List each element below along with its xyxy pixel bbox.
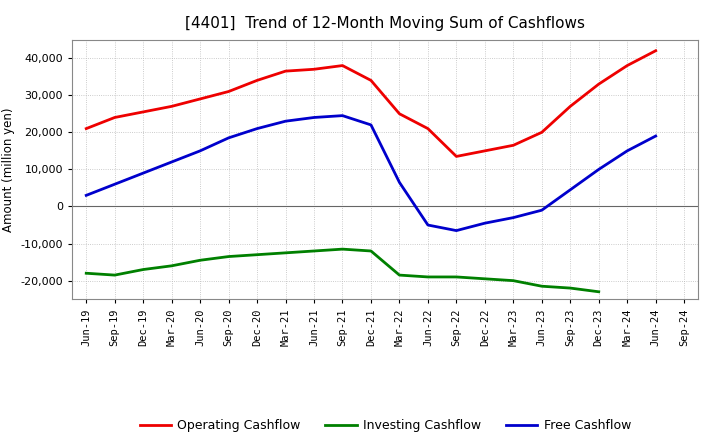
Investing Cashflow [452,274,461,279]
Investing Cashflow [395,272,404,278]
Operating Cashflow [595,81,603,87]
Investing Cashflow [167,263,176,268]
Operating Cashflow [423,126,432,131]
Free Cashflow [82,193,91,198]
Line: Free Cashflow: Free Cashflow [86,116,656,231]
Investing Cashflow [225,254,233,259]
Y-axis label: Amount (million yen): Amount (million yen) [1,107,15,231]
Operating Cashflow [82,126,91,131]
Free Cashflow [366,122,375,128]
Operating Cashflow [167,104,176,109]
Operating Cashflow [566,104,575,109]
Operating Cashflow [310,66,318,72]
Operating Cashflow [395,111,404,117]
Operating Cashflow [623,63,631,68]
Free Cashflow [595,167,603,172]
Operating Cashflow [110,115,119,120]
Investing Cashflow [139,267,148,272]
Operating Cashflow [509,143,518,148]
Operating Cashflow [537,130,546,135]
Operating Cashflow [196,96,204,102]
Free Cashflow [167,159,176,165]
Free Cashflow [566,187,575,192]
Free Cashflow [623,148,631,154]
Free Cashflow [139,170,148,176]
Investing Cashflow [82,271,91,276]
Investing Cashflow [338,246,347,252]
Line: Investing Cashflow: Investing Cashflow [86,249,599,292]
Free Cashflow [652,133,660,139]
Investing Cashflow [366,248,375,253]
Investing Cashflow [110,272,119,278]
Operating Cashflow [225,89,233,94]
Free Cashflow [423,222,432,227]
Operating Cashflow [652,48,660,53]
Operating Cashflow [480,148,489,154]
Operating Cashflow [338,63,347,68]
Free Cashflow [282,118,290,124]
Free Cashflow [196,148,204,154]
Investing Cashflow [566,286,575,291]
Investing Cashflow [423,274,432,279]
Investing Cashflow [282,250,290,256]
Legend: Operating Cashflow, Investing Cashflow, Free Cashflow: Operating Cashflow, Investing Cashflow, … [135,414,636,437]
Free Cashflow [225,135,233,140]
Free Cashflow [509,215,518,220]
Free Cashflow [338,113,347,118]
Free Cashflow [310,115,318,120]
Operating Cashflow [452,154,461,159]
Investing Cashflow [509,278,518,283]
Free Cashflow [253,126,261,131]
Investing Cashflow [480,276,489,282]
Free Cashflow [480,220,489,226]
Investing Cashflow [196,258,204,263]
Title: [4401]  Trend of 12-Month Moving Sum of Cashflows: [4401] Trend of 12-Month Moving Sum of C… [185,16,585,32]
Free Cashflow [395,180,404,185]
Operating Cashflow [139,109,148,114]
Free Cashflow [110,182,119,187]
Investing Cashflow [253,252,261,257]
Investing Cashflow [595,289,603,294]
Free Cashflow [452,228,461,233]
Investing Cashflow [537,284,546,289]
Operating Cashflow [282,69,290,74]
Operating Cashflow [366,78,375,83]
Operating Cashflow [253,78,261,83]
Free Cashflow [537,208,546,213]
Line: Operating Cashflow: Operating Cashflow [86,51,656,156]
Investing Cashflow [310,248,318,253]
